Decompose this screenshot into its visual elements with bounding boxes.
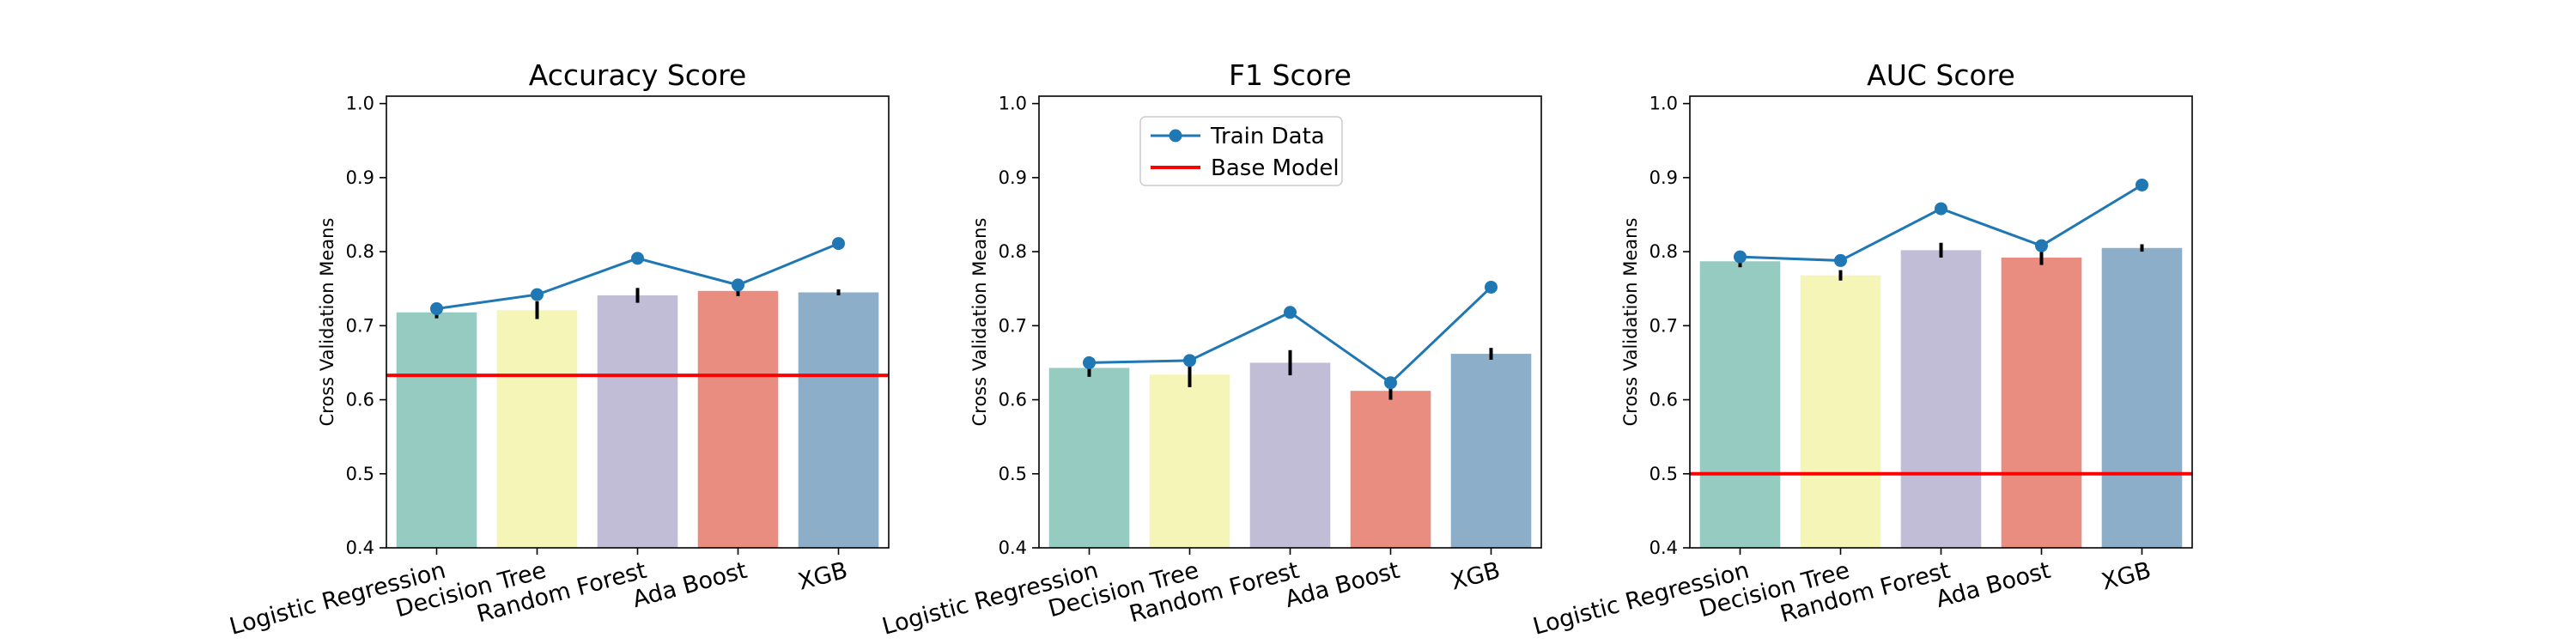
y-tick-label: 0.8 (346, 241, 374, 262)
y-tick-label: 0.7 (1649, 315, 1678, 336)
train-data-point-5 (1485, 280, 1498, 294)
train-data-point-5 (2136, 178, 2148, 191)
bar-3 (597, 295, 678, 548)
y-tick-label: 0.8 (1649, 241, 1678, 262)
y-tick-label: 0.5 (1649, 464, 1678, 484)
y-tick-label: 0.5 (346, 464, 374, 484)
y-tick-label: 0.9 (346, 167, 374, 188)
bar-2 (1149, 374, 1230, 548)
y-tick-label: 0.9 (1649, 167, 1678, 188)
y-tick-label: 1.0 (999, 94, 1027, 114)
chart-title: Accuracy Score (529, 58, 747, 92)
bar-1 (396, 312, 477, 548)
y-tick-label: 0.6 (1649, 390, 1678, 410)
y-axis-label: Cross Validation Means (969, 218, 990, 427)
y-tick-label: 0.8 (999, 241, 1027, 262)
train-data-point-3 (631, 252, 644, 265)
train-data-point-1 (1734, 250, 1747, 264)
bar-5 (798, 292, 879, 548)
y-tick-label: 0.6 (999, 390, 1027, 410)
train-data-point-2 (1834, 253, 1847, 267)
y-tick-label: 0.4 (346, 538, 374, 558)
x-tick-label: XGB (795, 557, 850, 596)
bar-4 (697, 290, 779, 548)
x-tick-label: Ada Boost (629, 557, 750, 613)
bar-1 (1699, 261, 1781, 548)
train-data-point-3 (1935, 202, 1947, 216)
y-tick-label: 1.0 (346, 94, 374, 114)
train-data-point-1 (430, 301, 443, 315)
bar-2 (1800, 275, 1881, 548)
y-tick-label: 0.7 (346, 315, 374, 336)
legend-marker (1169, 129, 1182, 143)
y-tick-label: 0.9 (999, 167, 1027, 188)
train-data-point-5 (832, 237, 845, 251)
train-data-point-2 (531, 288, 544, 301)
bar-1 (1048, 368, 1130, 548)
chart-title: F1 Score (1229, 58, 1352, 92)
train-data-point-3 (1284, 306, 1297, 319)
y-axis-label: Cross Validation Means (317, 218, 337, 427)
x-tick-label: XGB (2099, 557, 2154, 596)
train-data-point-4 (732, 278, 744, 292)
train-data-point-4 (1384, 376, 1397, 390)
bar-3 (1249, 362, 1331, 548)
bar-5 (2101, 247, 2183, 548)
x-tick-label: Ada Boost (1933, 557, 2053, 613)
legend-label-2: Base Model (1211, 155, 1340, 181)
x-tick-label: Ada Boost (1282, 557, 1402, 613)
train-data-point-4 (2035, 239, 2048, 252)
bar-4 (2001, 257, 2082, 548)
y-axis-label: Cross Validation Means (1620, 218, 1641, 427)
bar-2 (496, 310, 578, 548)
y-tick-label: 0.5 (999, 464, 1027, 484)
y-tick-label: 1.0 (1649, 94, 1678, 114)
legend-label-1: Train Data (1210, 124, 1325, 149)
bar-4 (1350, 391, 1431, 548)
bar-5 (1450, 354, 1532, 548)
bar-3 (1900, 250, 1982, 548)
y-tick-label: 0.7 (999, 315, 1027, 336)
train-data-point-1 (1083, 355, 1096, 369)
y-tick-label: 0.6 (346, 390, 374, 410)
x-tick-label: XGB (1448, 557, 1503, 596)
y-tick-label: 0.4 (1649, 538, 1678, 558)
train-data-point-2 (1183, 354, 1196, 368)
legend: Train Data Base Model (1139, 116, 1343, 186)
y-tick-label: 0.4 (999, 538, 1027, 558)
chart-title: AUC Score (1867, 58, 2015, 92)
